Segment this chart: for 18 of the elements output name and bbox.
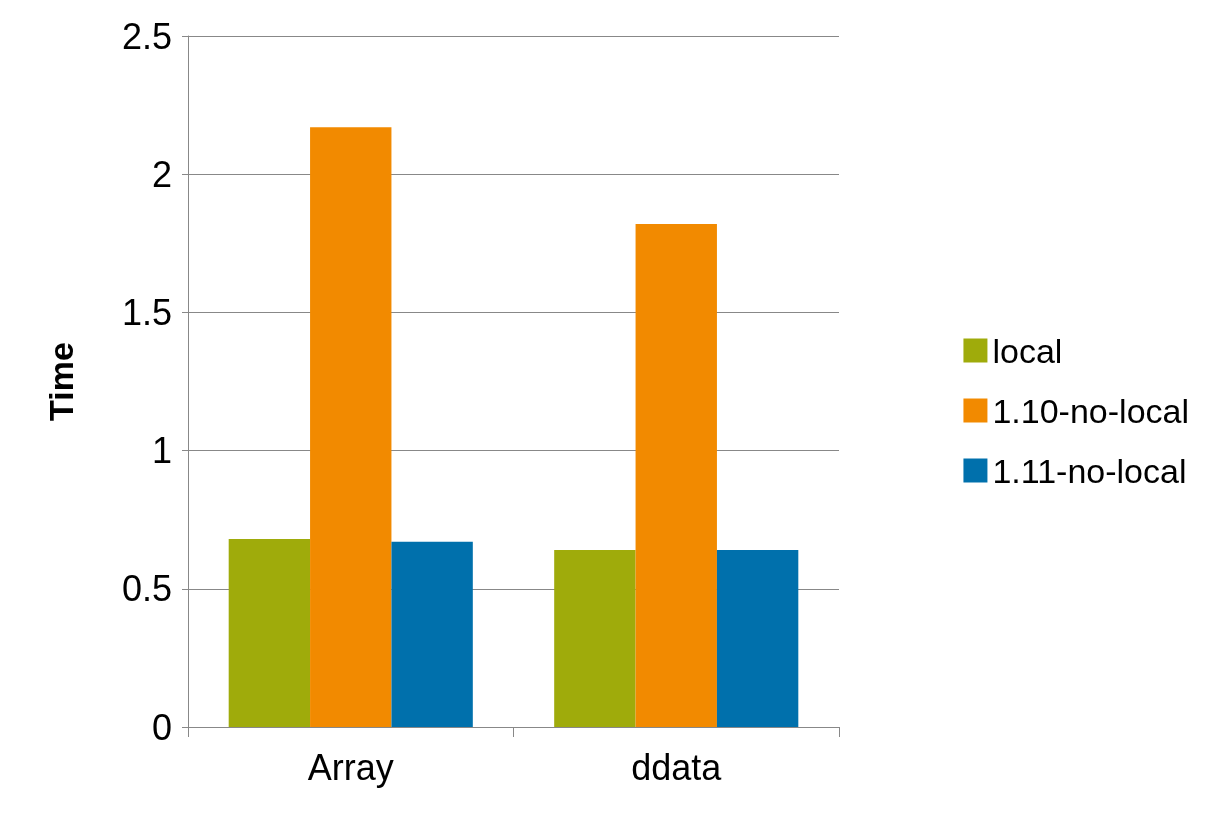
y-tick-label: 0.5 — [121, 568, 172, 610]
bar — [228, 539, 311, 727]
bar — [716, 550, 799, 727]
legend-label: local — [992, 331, 1063, 370]
y-tick-label: 2.5 — [121, 15, 172, 57]
bar — [554, 550, 636, 727]
x-tick-label: ddata — [631, 746, 723, 788]
x-tick-label: Array — [307, 746, 394, 788]
y-axis-title: Time — [42, 342, 80, 421]
legend-label: 1.11-no-local — [992, 451, 1187, 490]
bar — [391, 541, 473, 727]
y-tick-label: 1 — [151, 430, 172, 472]
bar — [310, 127, 392, 727]
y-tick-label: 0 — [151, 706, 172, 748]
y-tick-label: 2 — [151, 153, 172, 195]
y-tick-label: 1.5 — [121, 291, 172, 333]
legend-label: 1.10-no-local — [992, 391, 1189, 430]
bar — [635, 223, 717, 727]
